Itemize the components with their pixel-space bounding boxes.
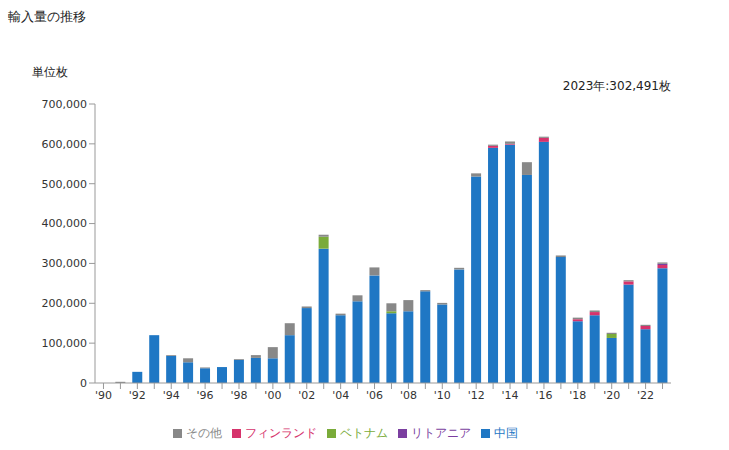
html-text:ベトナム: ベトナム	[340, 426, 388, 440]
svg-text:'00: '00	[264, 389, 281, 402]
svg-text:'16: '16	[535, 389, 552, 402]
html-text:フィンランド: フィンランド	[245, 426, 317, 440]
html-text:中国: 中国	[494, 426, 518, 440]
svg-text:'92: '92	[129, 389, 146, 402]
svg-text:'18: '18	[569, 389, 586, 402]
html-text:2023年:302,491枚: 2023年:302,491枚	[562, 79, 671, 93]
svg-text:400,000: 400,000	[42, 217, 88, 230]
html-text:その他: その他	[186, 426, 222, 440]
svg-text:'94: '94	[163, 389, 180, 402]
svg-text:'02: '02	[298, 389, 315, 402]
svg-text:'12: '12	[468, 389, 485, 402]
svg-text:500,000: 500,000	[42, 178, 88, 191]
svg-text:'96: '96	[197, 389, 214, 402]
svg-text:'14: '14	[502, 389, 519, 402]
svg-text:700,000: 700,000	[42, 98, 88, 111]
svg-text:'04: '04	[332, 389, 349, 402]
svg-text:'20: '20	[603, 389, 620, 402]
svg-text:'08: '08	[400, 389, 417, 402]
svg-text:'90: '90	[95, 389, 112, 402]
svg-text:'22: '22	[637, 389, 654, 402]
svg-text:'98: '98	[230, 389, 247, 402]
svg-text:'10: '10	[434, 389, 451, 402]
svg-text:200,000: 200,000	[42, 297, 88, 310]
svg-text:'06: '06	[366, 389, 383, 402]
svg-text:100,000: 100,000	[42, 337, 88, 350]
html-text:単位枚: 単位枚	[32, 65, 68, 79]
svg-text:600,000: 600,000	[42, 138, 88, 151]
svg-text:300,000: 300,000	[42, 257, 88, 270]
html-text:リトアニア: リトアニア	[411, 426, 471, 440]
html-text:輸入量の推移: 輸入量の推移	[8, 9, 86, 24]
svg-text:0: 0	[80, 377, 87, 390]
